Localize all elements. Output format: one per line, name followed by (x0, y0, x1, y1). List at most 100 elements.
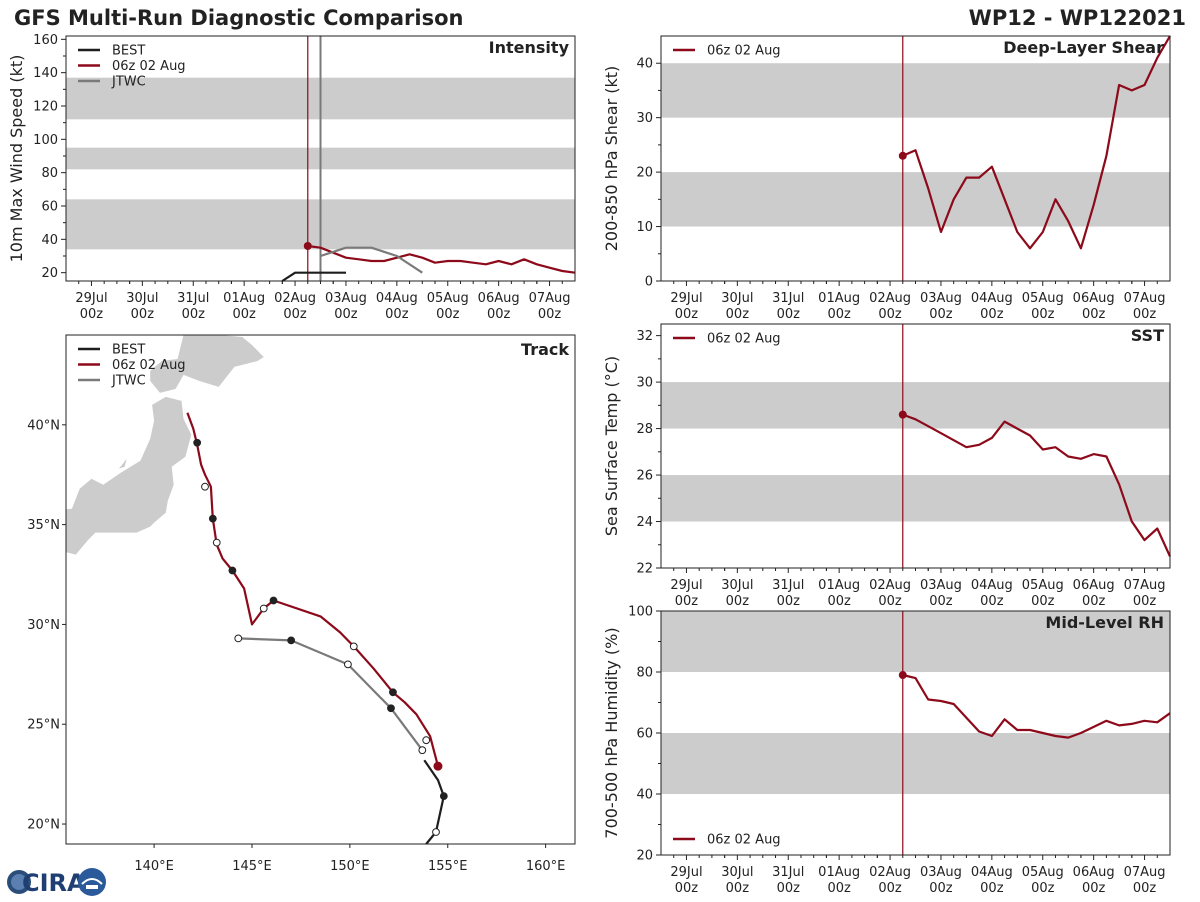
panel-title: SST (1131, 326, 1164, 345)
x-tick-day: 04Aug (971, 865, 1013, 880)
init-point (898, 151, 907, 160)
x-tick-day: 07Aug (1124, 578, 1166, 593)
panel-title: Mid-Level RH (1045, 613, 1164, 632)
x-tick-hour: 00z (827, 307, 851, 322)
lon-tick-label: 140°E (134, 859, 174, 874)
x-tick-hour: 00z (878, 307, 902, 322)
track-point (269, 596, 278, 605)
x-tick-hour: 00z (777, 594, 801, 609)
x-tick-hour: 00z (675, 307, 699, 322)
x-tick-hour: 00z (980, 307, 1004, 322)
legend-label: 06z 02 Aug (707, 833, 781, 848)
x-tick-hour: 00z (726, 594, 750, 609)
y-tick-label: 40 (636, 57, 653, 72)
series-line-gfs (902, 413, 1172, 557)
x-tick-hour: 00z (878, 594, 902, 609)
legend-label: BEST (112, 44, 145, 59)
lat-tick-label: 35°N (27, 518, 60, 533)
panel-intensity: 2040608010012014016029Jul00z30Jul00z31Ju… (7, 33, 576, 322)
x-tick-day: 02Aug (869, 291, 911, 306)
x-tick-day: 31Jul (772, 578, 804, 593)
legend-label: JTWC (111, 75, 146, 90)
y-tick-label: 28 (636, 422, 653, 437)
shikoku-island (7, 541, 50, 565)
x-tick-day: 02Aug (869, 578, 911, 593)
series-line-gfs (902, 35, 1171, 250)
legend-label: 06z 02 Aug (707, 44, 781, 59)
x-tick-hour: 00z (385, 307, 409, 322)
legend-label: JTWC (111, 374, 146, 389)
x-tick-hour: 00z (283, 307, 307, 322)
x-tick-hour: 00z (980, 881, 1004, 896)
y-axis-label: Sea Surface Temp (°C) (602, 356, 621, 536)
y-axis-label: 200-850 hPa Shear (kt) (602, 66, 621, 252)
legend-label: BEST (112, 343, 145, 358)
x-tick-day: 04Aug (971, 291, 1013, 306)
cira-logo: CIRA (4, 866, 108, 902)
panel-frame (660, 35, 1171, 282)
x-tick-day: 07Aug (1124, 291, 1166, 306)
lat-tick-label: 30°N (27, 618, 60, 633)
x-tick-hour: 00z (726, 881, 750, 896)
y-axis-label: 700-500 hPa Humidity (%) (602, 627, 621, 838)
x-tick-day: 30Jul (721, 865, 753, 880)
x-tick-day: 04Aug (376, 291, 418, 306)
track-point (422, 736, 431, 745)
x-tick-day: 01Aug (818, 578, 860, 593)
x-tick-day: 03Aug (920, 578, 962, 593)
x-tick-day: 06Aug (478, 291, 520, 306)
y-tick-label: 10 (636, 220, 653, 235)
track-point (439, 792, 448, 800)
y-tick-label: 20 (41, 266, 58, 281)
track-point (432, 828, 440, 836)
x-tick-hour: 00z (1031, 594, 1055, 609)
series-line-gfs (307, 244, 576, 274)
series-line-best (281, 271, 346, 282)
track-point (208, 514, 217, 523)
track-point (389, 688, 397, 697)
x-tick-day: 30Jul (721, 291, 753, 306)
legend-label: 06z 02 Aug (707, 332, 781, 347)
x-tick-day: 29Jul (670, 865, 702, 880)
x-tick-hour: 00z (827, 881, 851, 896)
track-point (212, 538, 221, 547)
legend-label: 06z 02 Aug (112, 358, 186, 373)
lon-tick-label: 145°E (232, 859, 272, 874)
panel-title: Deep-Layer Shear (1003, 38, 1164, 57)
lat-tick-label: 40°N (27, 418, 60, 433)
track-point (201, 482, 209, 491)
track-point (387, 704, 395, 713)
x-tick-hour: 00z (726, 307, 750, 322)
track-line-gfs (186, 412, 440, 767)
x-tick-day: 31Jul (177, 291, 209, 306)
y-tick-label: 40 (636, 788, 653, 803)
x-tick-day: 30Jul (721, 578, 753, 593)
x-tick-day: 29Jul (670, 578, 702, 593)
x-tick-hour: 00z (777, 881, 801, 896)
x-tick-hour: 00z (1082, 881, 1106, 896)
x-tick-hour: 00z (334, 307, 358, 322)
x-tick-hour: 00z (80, 307, 104, 322)
panel-sst: 22242628303229Jul00z30Jul00z31Jul00z01Au… (602, 323, 1172, 609)
panel-frame (65, 35, 576, 282)
panel-title: Intensity (489, 38, 570, 57)
legend-label: 06z 02 Aug (112, 59, 186, 74)
x-tick-hour: 00z (487, 307, 511, 322)
series-line-jtwc (320, 246, 423, 274)
panel-shear: 01020304029Jul00z30Jul00z31Jul00z01Aug00… (602, 35, 1171, 322)
y-tick-label: 0 (645, 275, 653, 290)
x-tick-day: 06Aug (1073, 865, 1115, 880)
x-tick-hour: 00z (675, 594, 699, 609)
x-tick-hour: 00z (777, 307, 801, 322)
logo-text: CIRA (22, 869, 86, 897)
track-point (418, 746, 427, 755)
y-tick-label: 40 (41, 233, 58, 248)
y-tick-label: 30 (636, 376, 653, 391)
x-tick-day: 04Aug (971, 578, 1013, 593)
lon-tick-label: 155°E (428, 859, 468, 874)
x-tick-day: 31Jul (772, 291, 804, 306)
y-tick-label: 20 (636, 166, 653, 181)
shade-band (661, 63, 1170, 118)
x-tick-day: 01Aug (818, 291, 860, 306)
